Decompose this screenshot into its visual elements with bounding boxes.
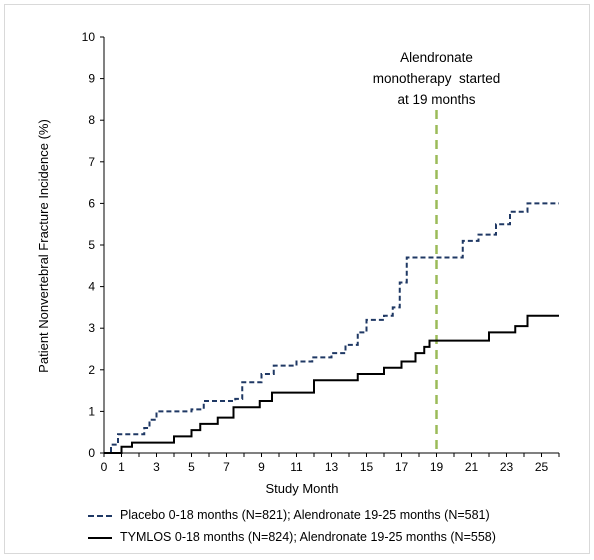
x-tick-label: 9	[258, 460, 265, 474]
x-tick-label: 1	[118, 460, 125, 474]
x-tick-label: 7	[223, 460, 230, 474]
x-tick-label: 19	[430, 460, 444, 474]
x-tick-label: 0	[101, 460, 108, 474]
x-axis-label: Study Month	[266, 481, 339, 496]
legend-item-placebo: Placebo 0-18 months (N=821); Alendronate…	[88, 508, 490, 522]
x-tick-label: 23	[500, 460, 514, 474]
x-tick-label: 13	[325, 460, 339, 474]
y-axis-label: Patient Nonvertebral Fracture Incidence …	[36, 119, 51, 373]
annotation-group: Alendronate monotherapy started at 19 mont…	[373, 50, 501, 453]
legend-solid-swatch	[88, 536, 112, 539]
x-tick-label: 17	[395, 460, 409, 474]
placebo-series-line	[104, 202, 559, 454]
y-tick-label: 2	[88, 363, 95, 377]
y-tick-label: 4	[88, 280, 95, 294]
annotation-text-line: Alendronate	[400, 50, 473, 65]
y-tick-label: 9	[88, 72, 95, 86]
legend-dashed-swatch	[88, 514, 112, 517]
y-tick-label: 10	[82, 30, 96, 44]
x-tick-label: 5	[188, 460, 195, 474]
tymlos-series-line	[104, 314, 559, 454]
y-tick-label: 3	[88, 321, 95, 335]
legend-label-tymlos: TYMLOS 0-18 months (N=824); Alendronate …	[120, 530, 496, 544]
x-tick-label: 11	[290, 460, 303, 474]
x-tick-label: 25	[535, 460, 549, 474]
y-tick-label: 8	[88, 113, 95, 127]
y-tick-label: 5	[88, 238, 95, 252]
legend-label-placebo: Placebo 0-18 months (N=821); Alendronate…	[120, 508, 490, 522]
x-tick-label: 21	[465, 460, 479, 474]
series-group	[104, 202, 559, 454]
chart-frame	[4, 4, 590, 554]
y-tick-label: 7	[88, 155, 95, 169]
y-tick-label: 0	[88, 446, 95, 460]
x-tick-label: 15	[360, 460, 374, 474]
x-tick-label: 3	[153, 460, 160, 474]
legend-item-tymlos: TYMLOS 0-18 months (N=824); Alendronate …	[88, 530, 496, 544]
y-tick-label: 1	[88, 404, 95, 418]
annotation-text-line: monotherapy started	[373, 71, 501, 86]
y-tick-label: 6	[88, 196, 95, 210]
annotation-text-line: at 19 months	[397, 92, 475, 107]
